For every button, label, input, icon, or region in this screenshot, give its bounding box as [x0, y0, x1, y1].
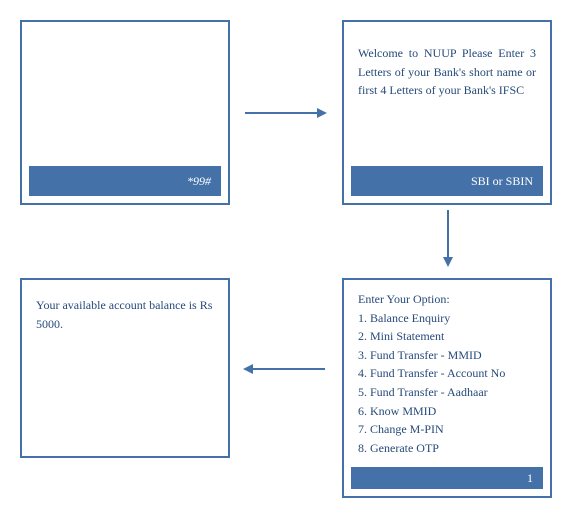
panel-menu: Enter Your Option: 1. Balance Enquiry 2.… — [342, 278, 552, 498]
footer-text: *99# — [187, 174, 211, 189]
menu-option-num: 8. — [358, 441, 370, 455]
menu-option-num: 4. — [358, 366, 370, 380]
menu-option: 6. Know MMID — [358, 402, 540, 421]
arrow-step-2 — [447, 210, 449, 265]
panel-footer: *99# — [29, 166, 221, 196]
menu-option: 8. Generate OTP — [358, 439, 540, 458]
panel-body-menu: Enter Your Option: 1. Balance Enquiry 2.… — [358, 290, 540, 457]
menu-option-num: 1. — [358, 311, 370, 325]
menu-option: 4. Fund Transfer - Account No — [358, 364, 540, 383]
menu-option: 2. Mini Statement — [358, 327, 540, 346]
menu-option-num: 5. — [358, 385, 370, 399]
menu-option-num: 7. — [358, 422, 370, 436]
panel-footer: SBI or SBIN — [351, 166, 543, 196]
menu-option-label: Fund Transfer - Aadhaar — [370, 385, 488, 399]
menu-option: 1. Balance Enquiry — [358, 309, 540, 328]
panel-footer: 1 — [351, 467, 543, 489]
menu-option-num: 2. — [358, 329, 370, 343]
menu-option-label: Mini Statement — [370, 329, 444, 343]
menu-option-label: Fund Transfer - Account No — [370, 366, 505, 380]
menu-option-num: 3. — [358, 348, 370, 362]
menu-option-label: Balance Enquiry — [370, 311, 450, 325]
menu-option-num: 6. — [358, 404, 370, 418]
menu-option-label: Change M-PIN — [370, 422, 444, 436]
menu-option: 5. Fund Transfer - Aadhaar — [358, 383, 540, 402]
arrow-step-3 — [245, 368, 325, 370]
menu-option: 3. Fund Transfer - MMID — [358, 346, 540, 365]
arrow-step-1 — [245, 112, 325, 114]
footer-text: SBI or SBIN — [471, 174, 533, 189]
panel-balance: Your available account balance is Rs 500… — [20, 278, 230, 458]
menu-option-label: Fund Transfer - MMID — [370, 348, 482, 362]
menu-option-label: Know MMID — [370, 404, 436, 418]
menu-option-label: Generate OTP — [370, 441, 439, 455]
panel-body-text: Your available account balance is Rs 500… — [36, 296, 214, 333]
panel-welcome: Welcome to NUUP Please Enter 3 Letters o… — [342, 20, 552, 205]
panel-dial-code: *99# — [20, 20, 230, 205]
menu-option: 7. Change M-PIN — [358, 420, 540, 439]
menu-header: Enter Your Option: — [358, 290, 540, 309]
panel-body-text: Welcome to NUUP Please Enter 3 Letters o… — [358, 44, 536, 100]
footer-text: 1 — [527, 471, 533, 486]
